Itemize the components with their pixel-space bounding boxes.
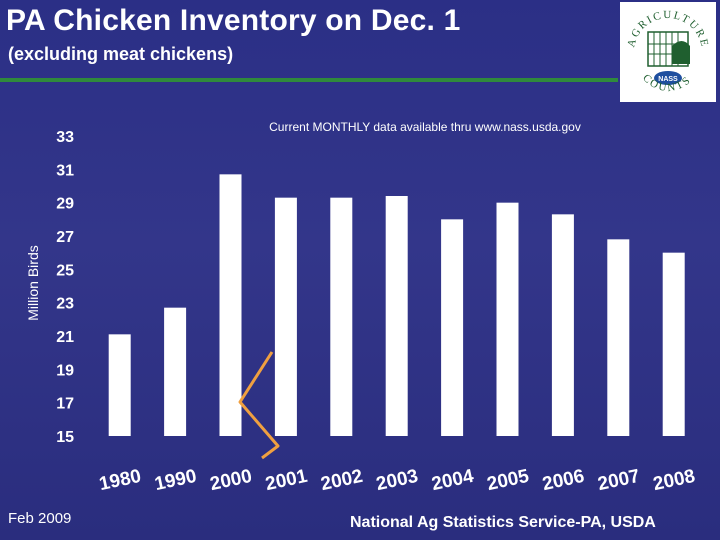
slide-subtitle: (excluding meat chickens) (8, 44, 234, 64)
bar-2004 (441, 219, 464, 436)
bars-group (108, 174, 685, 437)
y-tick-label: 27 (56, 229, 74, 246)
bar-2000 (219, 174, 242, 437)
footer-source: National Ag Statistics Service-PA, USDA (350, 514, 656, 531)
y-tick-label: 33 (56, 129, 74, 146)
x-tick-label: 1980 (97, 466, 143, 495)
bar-2005 (496, 202, 519, 436)
y-tick-label: 23 (56, 296, 74, 313)
y-axis-label: Million Birds (25, 245, 41, 320)
bar-1990 (164, 307, 187, 436)
footer-date: Feb 2009 (8, 510, 72, 527)
y-tick-label: 15 (56, 429, 74, 446)
slide-title: PA Chicken Inventory on Dec. 1 (6, 4, 461, 37)
bar-2006 (551, 214, 574, 436)
bar-1980 (108, 334, 131, 436)
x-axis-labels: 1980 1990 2000 2001 2002 2003 2004 2005 2006 2007… (97, 466, 697, 495)
x-tick-label: 2002 (319, 466, 365, 495)
logo-badge: NASS (658, 76, 678, 83)
y-axis-ticks: 15 17 19 21 23 25 27 29 31 33 (56, 129, 74, 446)
bar-2002 (330, 197, 353, 436)
x-tick-label: 2006 (541, 466, 587, 495)
y-tick-label: 19 (56, 362, 74, 379)
x-tick-label: 2001 (264, 466, 310, 495)
y-tick-label: 31 (56, 162, 74, 179)
bar-2001 (274, 197, 297, 436)
x-tick-label: 2007 (596, 466, 642, 495)
y-tick-label: 21 (56, 329, 74, 346)
chart-annotation: Current MONTHLY data available thru www.… (269, 120, 581, 134)
x-tick-label: 2004 (430, 466, 476, 495)
y-tick-label: 25 (56, 262, 74, 279)
agriculture-counts-logo: AGRICULTURE NASS COUNTS (620, 2, 716, 102)
x-tick-label: 2003 (374, 466, 420, 495)
x-tick-label: 2005 (485, 466, 531, 495)
x-tick-label: 2000 (208, 466, 254, 495)
bar-2007 (607, 239, 630, 436)
x-tick-label: 1990 (153, 466, 199, 495)
bar-2003 (385, 196, 408, 436)
x-tick-label: 2008 (651, 466, 697, 495)
y-tick-label: 17 (56, 396, 74, 413)
title-divider (0, 78, 618, 82)
bar-2008 (662, 252, 685, 436)
axis-break-mark (238, 351, 280, 460)
y-tick-label: 29 (56, 196, 74, 213)
